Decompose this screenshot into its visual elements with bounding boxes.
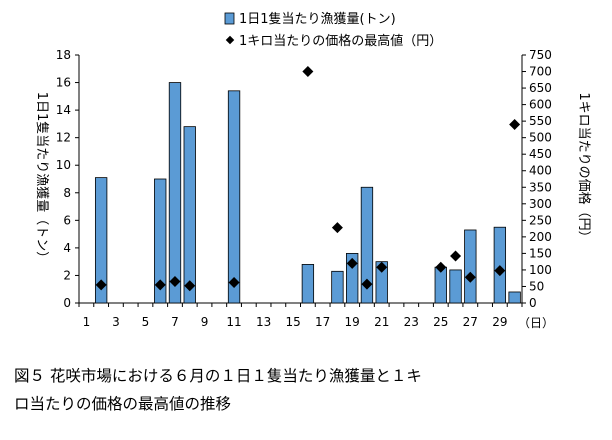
x-tick-label: 27 xyxy=(463,315,478,329)
price-marker xyxy=(509,118,521,130)
bar xyxy=(94,177,108,304)
legend: 1日1隻当たり漁獲量(トン) 1キロ当たりの価格の最高値（円） xyxy=(224,12,442,49)
right-tick-label: 250 xyxy=(529,213,552,227)
right-axis-title: 1キロ当たりの価格（円） xyxy=(576,92,592,243)
price-marker xyxy=(450,250,462,262)
right-tick-label: 200 xyxy=(529,230,552,244)
left-tick-label: 10 xyxy=(56,158,71,172)
left-tick-label: 2 xyxy=(63,268,71,282)
x-tick-label: 11 xyxy=(226,315,241,329)
bar xyxy=(227,90,241,304)
price-marker xyxy=(494,265,506,277)
x-tick-label: 19 xyxy=(345,315,360,329)
bar xyxy=(375,261,388,304)
bar xyxy=(346,252,359,304)
left-tick-label: 0 xyxy=(63,296,71,310)
x-tick-label: 21 xyxy=(374,315,389,329)
price-marker xyxy=(331,222,343,234)
left-tick-label: 12 xyxy=(56,131,71,145)
x-tick-label: 15 xyxy=(285,315,300,329)
x-tick-label: 3 xyxy=(112,315,120,329)
price-marker xyxy=(169,276,181,288)
price-marker xyxy=(154,279,166,291)
bar xyxy=(508,291,521,304)
chart: 1日1隻当たり漁獲量(トン) 1キロ当たりの価格の最高値（円） 1日1隻当たり漁… xyxy=(34,12,592,330)
legend-bar-label: 1日1隻当たり漁獲量(トン) xyxy=(239,12,396,27)
right-tick-label: 300 xyxy=(529,197,552,211)
legend-diamond-label: 1キロ当たりの価格の最高値（円） xyxy=(239,33,442,49)
price-marker xyxy=(228,276,240,288)
price-marker xyxy=(361,278,373,290)
left-tick-label: 16 xyxy=(56,76,71,90)
price-marker xyxy=(95,279,107,291)
right-tick-label: 500 xyxy=(529,131,552,145)
bar xyxy=(183,126,196,304)
plot-area: 0 2 4 6 8 10 12 14 16 18 0 50 100 150 200 250 300 350 400 4… xyxy=(56,48,552,329)
bar xyxy=(449,269,462,304)
bar xyxy=(464,229,477,304)
right-tick-label: 750 xyxy=(529,48,552,62)
right-tick-label: 450 xyxy=(529,147,552,161)
right-tick-label: 700 xyxy=(529,65,552,79)
bar xyxy=(360,186,374,304)
bar xyxy=(301,264,315,304)
right-tick-label: 400 xyxy=(529,164,552,178)
legend-diamond-marker xyxy=(225,35,235,45)
right-tick-label: 50 xyxy=(529,279,544,293)
caption-line-1: 図５ 花咲市場における６月の１日１隻当たり漁獲量と１キ xyxy=(14,367,422,385)
bar xyxy=(154,178,167,304)
bar xyxy=(168,82,182,304)
left-axis-title: 1日1隻当たり漁獲量（トン） xyxy=(34,92,49,265)
right-tick-label: 100 xyxy=(529,263,552,277)
x-tick-label: 17 xyxy=(315,315,330,329)
right-tick-label: 0 xyxy=(529,296,537,310)
right-tick-label: 550 xyxy=(529,114,552,128)
price-marker xyxy=(346,257,358,269)
left-tick-label: 6 xyxy=(63,213,71,227)
bar xyxy=(331,270,344,304)
right-tick-label: 650 xyxy=(529,81,552,95)
price-marker xyxy=(302,66,314,78)
left-tick-label: 8 xyxy=(63,186,71,200)
x-axis-unit: （日） xyxy=(518,316,554,330)
caption-line-2: ロ当たりの価格の最高値の推移 xyxy=(14,395,232,413)
x-tick-label: 9 xyxy=(201,315,209,329)
x-tick-label: 29 xyxy=(492,315,507,329)
price-marker xyxy=(435,261,447,273)
right-tick-label: 150 xyxy=(529,246,552,260)
left-tick-label: 18 xyxy=(56,48,71,62)
right-tick-label: 600 xyxy=(529,98,552,112)
left-tick-label: 14 xyxy=(56,103,71,117)
price-marker xyxy=(376,261,388,273)
legend-bar-swatch xyxy=(224,12,235,25)
price-marker xyxy=(464,271,476,283)
x-tick-label: 23 xyxy=(404,315,419,329)
x-tick-label: 5 xyxy=(142,315,150,329)
x-tick-label: 1 xyxy=(83,315,91,329)
left-tick-label: 4 xyxy=(63,241,71,255)
x-tick-label: 13 xyxy=(256,315,271,329)
x-tick-label: 25 xyxy=(433,315,448,329)
right-tick-label: 350 xyxy=(529,180,552,194)
price-marker xyxy=(184,280,196,292)
x-tick-label: 7 xyxy=(171,315,179,329)
figure-caption: 図５ 花咲市場における６月の１日１隻当たり漁獲量と１キ ロ当たりの価格の最高値の… xyxy=(14,362,604,418)
